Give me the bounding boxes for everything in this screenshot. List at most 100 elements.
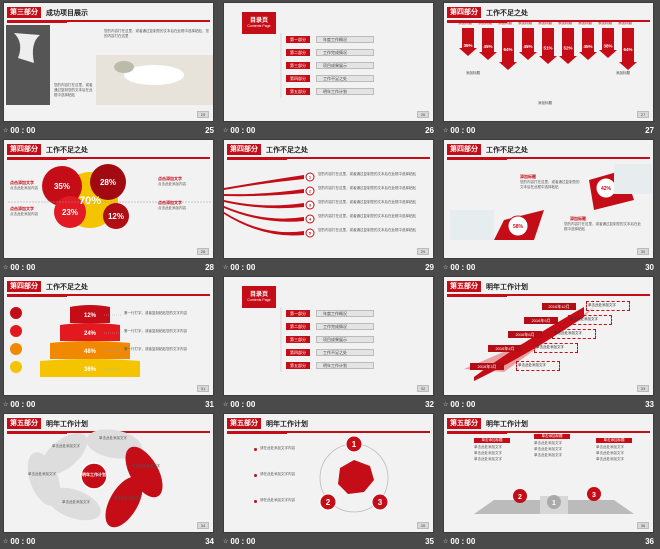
slide-cell-25[interactable]: 25 第三部分 成功项目展示 您的内容打在这里，或者通过复制您的文本后在此框中选择粘贴… [0, 0, 220, 137]
panel-text: 您的内容打在这里，或者通过复制您的文本后在此框中选择粘贴 [564, 222, 641, 231]
slide-thumbnail[interactable]: 28 第四部分 工作不足之处 35% 28% 70% 23% 12% 点击添加文字 点击此处添加内… [3, 139, 214, 259]
slide-cell-30[interactable]: 30 第四部分 工作不足之处 42% 58% 添加标题 您的内容打在这里，或者通过复制您的文… [440, 137, 660, 274]
slide-thumbnail[interactable]: 27 第四部分 工作不足之处 35% 45% 64% 45% 51% 52% 45% 38% 64% 添… [443, 2, 654, 122]
slide-number: 36 [645, 536, 654, 546]
section-label: 第五部分 [7, 418, 41, 429]
slide-duration: 00 : 00 [10, 125, 36, 135]
slide-cell-26[interactable]: 26 目录页 Contents Page 第一部分 年度工作概况 第二部分 工作完成情况 第三… [220, 0, 440, 137]
panel-label: 添加标题 [520, 174, 536, 179]
arrow-bar [519, 28, 537, 60]
slide-cell-34[interactable]: 34 第五部分 明年工作计划 明年工作计划 单击此处添加文字 单击此处添加文字 单击此处添加… [0, 411, 220, 548]
slide-page-badge: 31 [197, 385, 209, 392]
slide-duration: 00 : 00 [230, 262, 256, 272]
toc-item-bar: 工作完成情况 [316, 323, 374, 330]
slide-graphic: 42% 58% [450, 164, 652, 240]
slide-cell-27[interactable]: 27 第四部分 工作不足之处 35% 45% 64% 45% 51% 52% 45% 38% 64% 添… [440, 0, 660, 137]
slide-cell-32[interactable]: 32 目录页 Contents Page 第一部分 年度工作概况 第二部分 工作完成情况 第三… [220, 274, 440, 411]
slide-cell-31[interactable]: 31 第四部分 工作不足之处 12% 24% 48% 36% 第一行打字，或者复制粘贴您的文字… [0, 274, 220, 411]
ribbon [224, 200, 304, 209]
arrow-value: 64% [503, 47, 512, 52]
slide-thumbnail[interactable]: 31 第四部分 工作不足之处 12% 24% 48% 36% 第一行打字，或者复制粘贴您的文字… [3, 276, 214, 396]
slide-thumbnail[interactable]: 35 第五部分 明年工作计划 1 2 3 请在此处添加文字内容 请在此处添加文字内容 请在此处添… [223, 413, 434, 533]
arrow-tag: 添加标题 [616, 71, 630, 75]
slide-thumbnail[interactable]: 36 第五部分 明年工作计划 2 1 3 单击添加标题 单击此处添加文字 单击此处添加文字 单击此… [443, 413, 654, 533]
orbit-text: 请在此处添加文字内容 [260, 498, 295, 502]
toc-part-tag: 第三部分 [286, 336, 310, 343]
toc-part-tag: 第五部分 [286, 362, 310, 369]
slide-footer: ☆ 00 : 00 35 [223, 535, 434, 547]
toc-part-tag: 第四部分 [286, 75, 310, 82]
slide-thumbnail[interactable]: 33 第五部分 明年工作计划 2016年12月 2016年9月 2016年6月 2016年4… [443, 276, 654, 396]
slide-graphic: 2 1 3 [474, 487, 634, 514]
toc-item-bar: 年度工作概况 [316, 36, 374, 43]
slide-timing: ☆ 00 : 00 [3, 263, 35, 272]
toc-item-label: 明年工作计划 [323, 363, 347, 368]
column-text: 单击此处添加文字 [534, 441, 562, 445]
slide-page-badge: 27 [637, 111, 649, 118]
slide-thumbnail[interactable]: 25 第三部分 成功项目展示 您的内容打在这里，或者通过复制您的文本后在此框中选择粘贴… [3, 2, 214, 122]
slide-thumbnail[interactable]: 29 第四部分 工作不足之处 1 2 3 4 5 您的内容打在这里，或者通过复制您的文本后在此框… [223, 139, 434, 259]
toc-item-bar: 工作不足之处 [316, 349, 374, 356]
column-text: 单击此处添加文字 [474, 457, 502, 461]
toc-item-bar: 年度工作概况 [316, 310, 374, 317]
section-label: 第三部分 [7, 7, 41, 18]
arrow-tag: 添加标题 [538, 101, 552, 105]
slide-thumbnail[interactable]: 30 第四部分 工作不足之处 42% 58% 添加标题 您的内容打在这里，或者通过复制您的文… [443, 139, 654, 259]
arrow-value: 52% [563, 45, 572, 50]
step-text: 您的内容打在这里，或者通过复制您的文本后在此框中选择粘贴 [318, 172, 416, 176]
slide-cell-36[interactable]: 36 第五部分 明年工作计划 2 1 3 单击添加标题 单击此处添加文字 单击此处添加文字 单击此… [440, 411, 660, 548]
slide-cell-29[interactable]: 29 第四部分 工作不足之处 1 2 3 4 5 您的内容打在这里，或者通过复制您的文本后在此框… [220, 137, 440, 274]
slide-cell-28[interactable]: 28 第四部分 工作不足之处 35% 28% 70% 23% 12% 点击添加文字 点击此处添加内… [0, 137, 220, 274]
arrow-value: 45% [483, 44, 492, 49]
header-rule-accent [7, 433, 67, 434]
header-rule [447, 157, 650, 159]
slide-title: 工作不足之处 [486, 146, 528, 154]
slide-timing: ☆ 00 : 00 [443, 126, 475, 135]
slide-cell-35[interactable]: 35 第五部分 明年工作计划 1 2 3 请在此处添加文字内容 请在此处添加文字内容 请在此处添… [220, 411, 440, 548]
bubble [103, 203, 129, 229]
arrow-value: 45% [583, 44, 592, 49]
arrow-value: 45% [523, 44, 532, 49]
pyramid-layer [60, 323, 120, 341]
slide-duration: 00 : 00 [450, 536, 476, 546]
note-box: 单击此处添加文字 [586, 301, 630, 311]
toc-item-bar: 工作不足之处 [316, 75, 374, 82]
trend-arrow [474, 307, 584, 381]
step-text: 您的内容打在这里，或者通过复制您的文本后在此框中选择粘贴 [318, 186, 416, 190]
bubble [54, 196, 86, 228]
slide-thumbnail[interactable]: 26 目录页 Contents Page 第一部分 年度工作概况 第二部分 工作完成情况 第三… [223, 2, 434, 122]
bubble [90, 164, 126, 200]
slide-footer: ☆ 00 : 00 29 [223, 261, 434, 273]
slide-number: 34 [205, 536, 214, 546]
toc-part-tag: 第四部分 [286, 349, 310, 356]
header-rule-accent [227, 433, 287, 434]
trend-ribbon [464, 307, 594, 372]
slide-cell-33[interactable]: 33 第五部分 明年工作计划 2016年12月 2016年9月 2016年6月 2016年4… [440, 274, 660, 411]
bubble-value: 12% [108, 212, 124, 221]
slide-footer: ☆ 00 : 00 28 [3, 261, 214, 273]
slide-page-badge: 26 [417, 111, 429, 118]
toc-subtitle: Contents Page [247, 298, 271, 302]
star-icon: ☆ [223, 264, 229, 271]
slide-footer: ☆ 00 : 00 34 [3, 535, 214, 547]
layer-text: 第一行打字，或者复制粘贴您的文字内容 [124, 347, 187, 351]
slide-timing: ☆ 00 : 00 [443, 263, 475, 272]
handshake-photo [614, 164, 652, 194]
arrow-label: 添加标题 [538, 21, 552, 25]
slide-number: 32 [425, 399, 434, 409]
step-marker [305, 186, 315, 196]
bubble [42, 166, 82, 206]
arrow-value: 38% [603, 44, 612, 49]
slide-thumbnail[interactable]: 34 第五部分 明年工作计划 明年工作计划 单击此处添加文字 单击此处添加文字 单击此处添加… [3, 413, 214, 533]
slide-duration: 00 : 00 [10, 399, 36, 409]
toc-item-label: 工作不足之处 [323, 76, 347, 81]
slide-timing: ☆ 00 : 00 [3, 126, 35, 135]
slide-graphic [280, 307, 282, 372]
slide-thumbnail[interactable]: 32 目录页 Contents Page 第一部分 年度工作概况 第二部分 工作完成情况 第三… [223, 276, 434, 396]
petal [125, 446, 163, 498]
header-rule-accent [227, 159, 287, 160]
header-rule-accent [447, 159, 507, 160]
slide-footer: ☆ 00 : 00 31 [3, 398, 214, 410]
step-marker [305, 228, 315, 238]
toc-badge: 目录页 Contents Page [242, 12, 276, 34]
